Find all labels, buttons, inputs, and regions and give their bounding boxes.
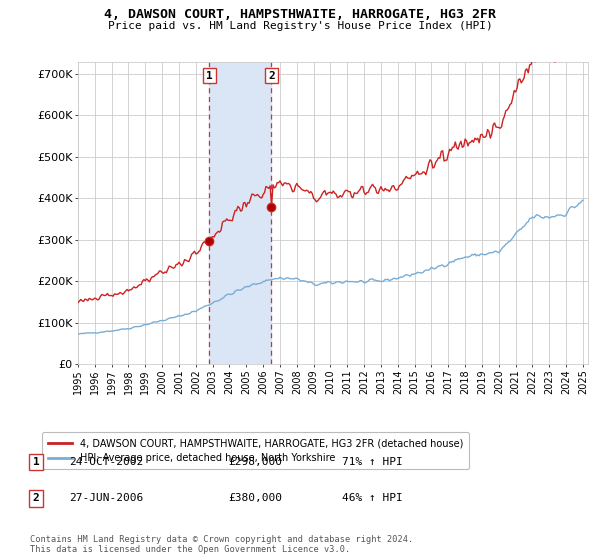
Text: 71% ↑ HPI: 71% ↑ HPI	[342, 457, 403, 467]
Text: £380,000: £380,000	[228, 493, 282, 503]
Text: 2: 2	[268, 71, 275, 81]
Text: 24-OCT-2002: 24-OCT-2002	[69, 457, 143, 467]
Text: 4, DAWSON COURT, HAMPSTHWAITE, HARROGATE, HG3 2FR: 4, DAWSON COURT, HAMPSTHWAITE, HARROGATE…	[104, 8, 496, 21]
Text: 2: 2	[32, 493, 40, 503]
Legend: 4, DAWSON COURT, HAMPSTHWAITE, HARROGATE, HG3 2FR (detached house), HPI: Average: 4, DAWSON COURT, HAMPSTHWAITE, HARROGATE…	[42, 432, 469, 469]
Text: Price paid vs. HM Land Registry's House Price Index (HPI): Price paid vs. HM Land Registry's House …	[107, 21, 493, 31]
Text: 1: 1	[206, 71, 213, 81]
Text: 46% ↑ HPI: 46% ↑ HPI	[342, 493, 403, 503]
Text: Contains HM Land Registry data © Crown copyright and database right 2024.
This d: Contains HM Land Registry data © Crown c…	[30, 535, 413, 554]
Bar	[209, 62, 271, 364]
Text: 27-JUN-2006: 27-JUN-2006	[69, 493, 143, 503]
Text: £298,000: £298,000	[228, 457, 282, 467]
Text: 1: 1	[32, 457, 40, 467]
